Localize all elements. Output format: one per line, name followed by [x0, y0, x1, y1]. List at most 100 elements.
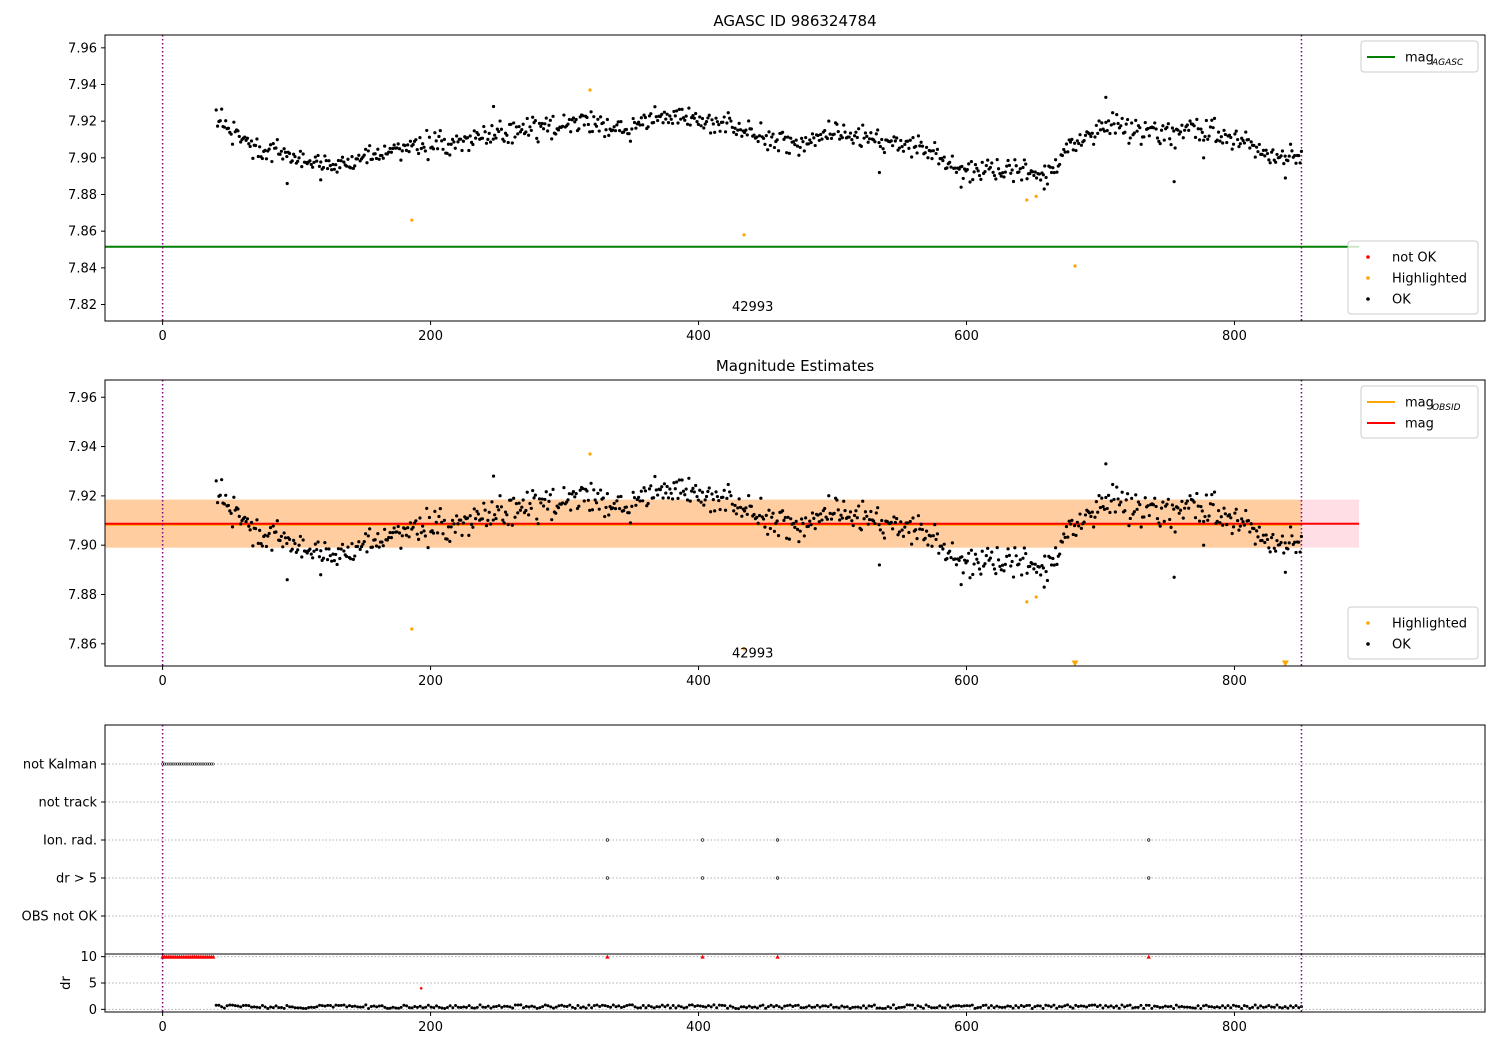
dr-point: [799, 1006, 803, 1010]
ok-point: [1230, 531, 1234, 536]
ok-point: [253, 527, 258, 531]
ok-point: [1138, 126, 1142, 130]
flag-marker: [187, 762, 191, 766]
flag-marker: [164, 762, 168, 766]
dr-point: [274, 1004, 278, 1008]
ok-point: [1206, 518, 1210, 522]
ok-point: [668, 487, 672, 491]
dr-point: [1275, 1003, 1279, 1007]
ok-point: [1055, 170, 1059, 174]
ok-point: [880, 518, 884, 523]
ok-point: [1294, 550, 1298, 555]
dr-point: [399, 1005, 403, 1009]
ok-point: [274, 146, 278, 150]
ok-point: [547, 123, 551, 127]
ok-point: [1187, 506, 1191, 510]
ok-point: [899, 138, 903, 143]
y-tick-label: 10: [80, 950, 97, 965]
ok-point: [1193, 516, 1198, 520]
dr-point: [288, 1005, 292, 1009]
ok-point: [448, 539, 452, 543]
ok-point: [560, 124, 565, 129]
dr-point: [358, 1005, 362, 1009]
dr-point: [225, 1004, 229, 1008]
dr-point: [1223, 1006, 1227, 1010]
ok-point: [603, 514, 607, 519]
ok-point: [1183, 128, 1187, 132]
ok-point: [441, 532, 445, 536]
dr-point: [1104, 1004, 1108, 1008]
ok-point: [214, 479, 218, 483]
ok-point: [1067, 519, 1071, 523]
ok-point: [854, 509, 858, 513]
ok-point: [1257, 142, 1261, 147]
ok-point: [1161, 500, 1165, 504]
dr-point: [1044, 1003, 1048, 1007]
ok-point: [919, 140, 923, 144]
ok-point: [806, 524, 811, 528]
ok-point: [707, 486, 711, 490]
ok-point: [874, 511, 878, 515]
ok-point: [764, 513, 768, 517]
ok-point: [494, 136, 498, 140]
ok-point: [588, 130, 592, 134]
ok-point: [482, 124, 486, 129]
ok-point: [601, 121, 605, 125]
ok-point: [852, 513, 857, 518]
ok-point: [387, 535, 391, 540]
ok-point: [827, 494, 831, 498]
ok-point: [968, 576, 972, 580]
ok-point: [1025, 571, 1029, 575]
ok-point: [1169, 525, 1173, 529]
ok-point: [268, 525, 273, 530]
legend-label: mag: [1405, 396, 1434, 411]
ok-point: [527, 513, 531, 517]
ok-point: [1231, 142, 1236, 146]
ok-point: [1068, 140, 1073, 144]
ok-point: [710, 118, 714, 122]
ok-point: [425, 506, 429, 510]
ok-point: [556, 506, 561, 510]
ok-point: [230, 142, 235, 146]
ok-point: [737, 497, 741, 501]
ok-point: [695, 494, 699, 499]
dr-point: [549, 1005, 553, 1009]
dr-point: [279, 1005, 283, 1009]
ok-point: [1094, 500, 1098, 504]
ok-point: [786, 515, 790, 519]
ok-point: [1112, 122, 1116, 126]
ok-point: [942, 155, 946, 159]
dr-point: [962, 1004, 966, 1008]
x-tick-label: 200: [418, 329, 443, 344]
ok-point: [400, 149, 404, 153]
dr-point: [1210, 1005, 1214, 1009]
dr-point: [938, 1004, 942, 1008]
ok-point: [1127, 141, 1131, 145]
ok-point: [364, 532, 368, 536]
ok-point: [233, 508, 237, 512]
dr-point: [386, 1006, 390, 1010]
ok-point: [772, 529, 777, 533]
ok-point: [1001, 563, 1005, 567]
ok-point: [243, 135, 247, 139]
ok-point: [1074, 533, 1078, 537]
ok-point: [1286, 159, 1290, 163]
ok-point: [577, 127, 581, 131]
ok-point: [316, 153, 320, 158]
ok-point: [1298, 550, 1302, 554]
dr-point: [503, 1004, 507, 1008]
ok-point: [1051, 556, 1055, 561]
ok-point: [706, 116, 710, 120]
ok-point: [995, 158, 999, 162]
ok-point: [1172, 507, 1176, 511]
ok-point: [703, 498, 707, 502]
dr-point: [508, 1005, 512, 1009]
ok-point: [613, 129, 618, 133]
ok-point: [239, 522, 243, 526]
ok-point: [975, 166, 979, 170]
ok-point: [907, 530, 911, 535]
dr-point: [489, 1006, 493, 1010]
dr-point: [600, 1003, 604, 1007]
ok-point: [772, 145, 777, 150]
